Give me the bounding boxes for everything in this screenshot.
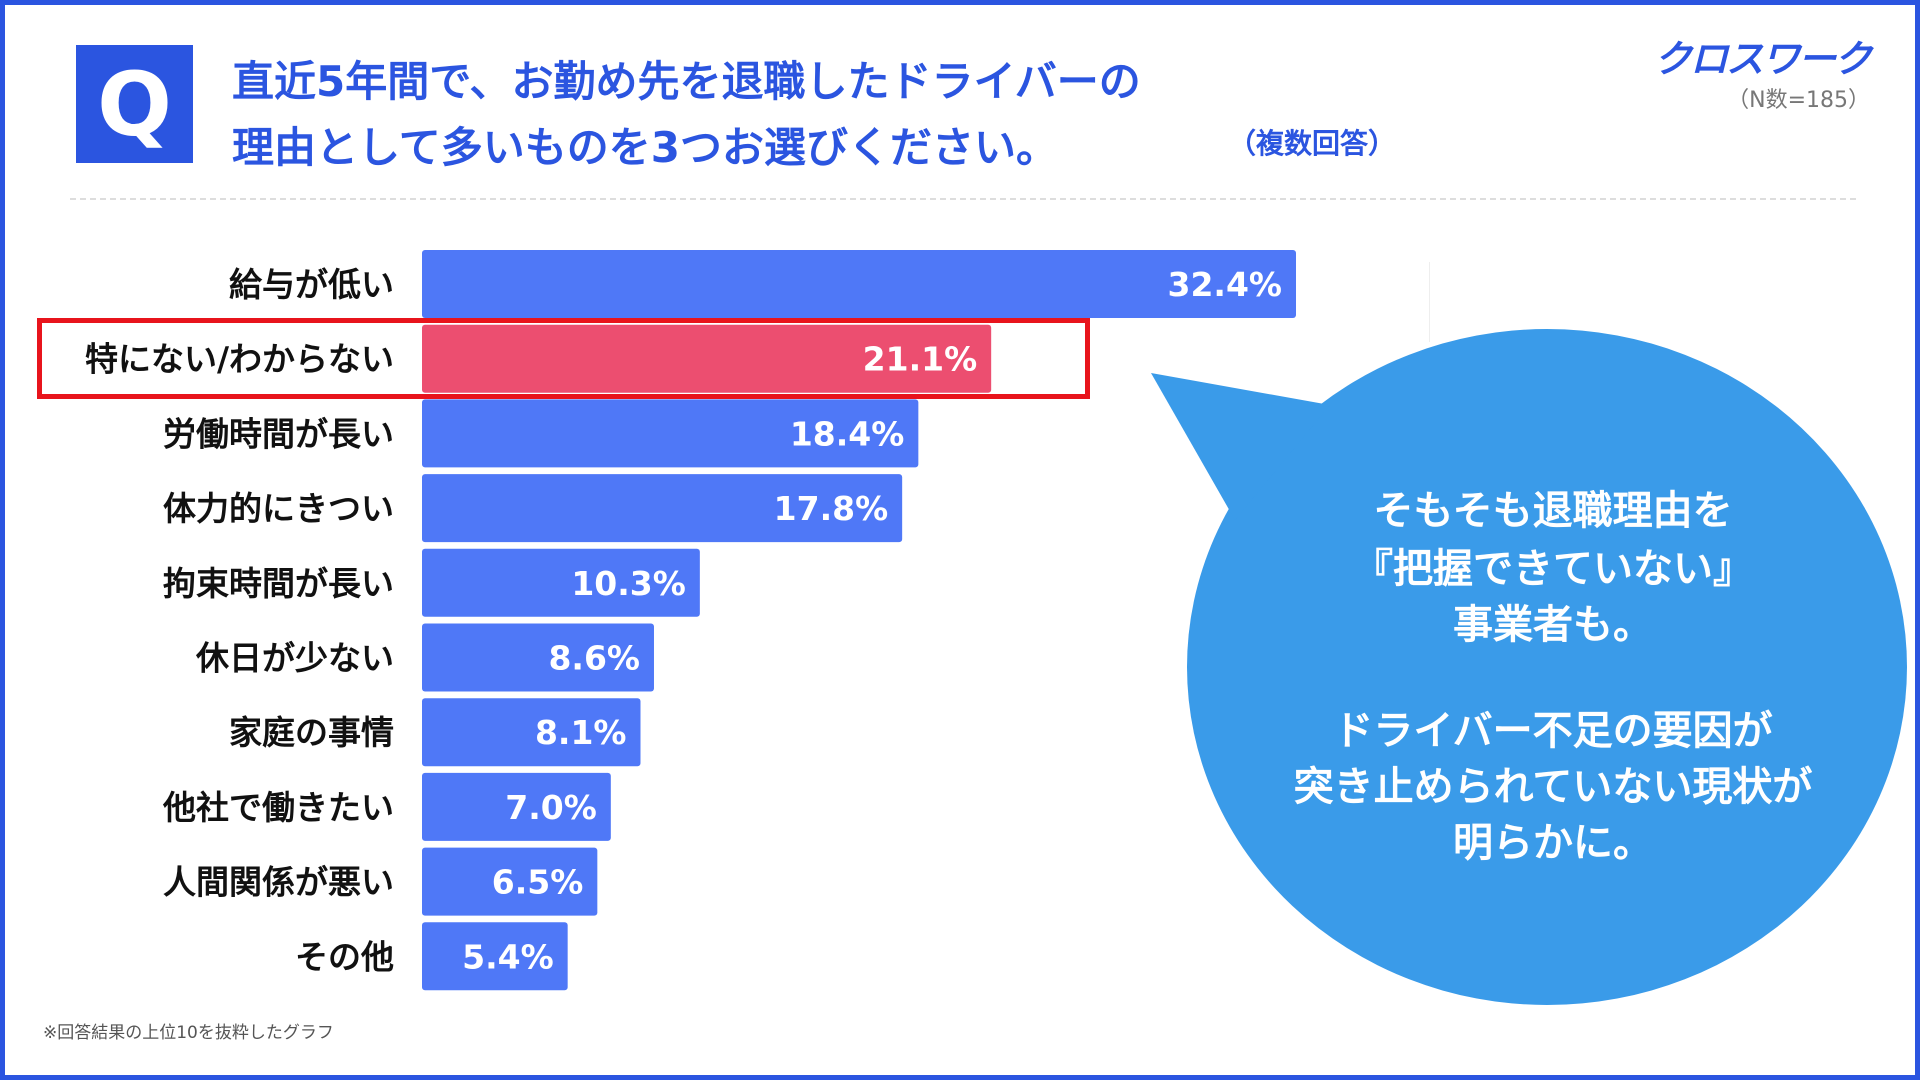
bar-8 [422, 847, 598, 916]
callout-line-3: 事業者も。 [1453, 602, 1653, 648]
category-label: 人間関係が悪い [163, 863, 394, 902]
value-label: 32.4% [1168, 265, 1283, 304]
bar-9 [422, 922, 568, 991]
value-label: 17.8% [774, 489, 889, 528]
callout-line-4: ドライバー不足の要因が [1333, 708, 1773, 754]
highlight-box [37, 318, 1090, 399]
bar-5 [422, 623, 654, 692]
category-label: 労働時間が長い [163, 414, 394, 453]
bar-2 [422, 399, 919, 468]
value-label: 10.3% [571, 564, 686, 603]
category-label: 給与が低い [229, 265, 394, 304]
callout-line-1: そもそも退職理由を [1373, 488, 1733, 534]
bar-0 [422, 250, 1296, 318]
callout-line-6: 明らかに。 [1453, 820, 1653, 866]
category-label: 拘束時間が長い [163, 564, 394, 603]
gridline [1429, 262, 1430, 342]
category-label: 特にない/わからない [85, 340, 394, 379]
value-label: 18.4% [790, 414, 905, 453]
value-label: 7.0% [505, 788, 597, 827]
divider [70, 198, 1856, 200]
multi-answer-note: （複数回答） [1228, 127, 1397, 160]
bar-1 [422, 324, 992, 393]
crosswork-logo: クロスワーク [1653, 37, 1872, 81]
callout-line-5: 突き止められていない現状が [1293, 764, 1813, 810]
sample-size: （N数=185） [1727, 88, 1870, 113]
speech-bubble-tail [1151, 373, 1330, 520]
value-label: 8.6% [548, 639, 640, 678]
value-label: 5.4% [462, 937, 554, 976]
callout-line-2: 『把握できていない』 [1353, 546, 1753, 592]
value-label: 6.5% [492, 863, 584, 902]
value-label: 8.1% [535, 713, 627, 752]
question-title-line1: 直近5年間で、お勤め先を退職したドライバーの [232, 57, 1141, 106]
bar-4 [422, 548, 700, 617]
category-label: 休日が少ない [195, 639, 394, 678]
bar-3 [422, 474, 903, 543]
category-label: 家庭の事情 [229, 713, 394, 752]
category-label: 他社で働きたい [162, 788, 394, 827]
value-label: 21.1% [863, 340, 978, 379]
speech-bubble-body [1187, 329, 1907, 1005]
q-badge: Q [76, 45, 193, 163]
question-title-line2: 理由として多いものを3つお選びください。 [232, 123, 1058, 172]
footnote: ※回答結果の上位10を抜粋したグラフ [43, 1023, 334, 1043]
category-label: 体力的にきつい [163, 489, 394, 528]
bar-7 [422, 772, 611, 841]
bar-6 [422, 698, 641, 767]
category-label: その他 [295, 937, 394, 976]
